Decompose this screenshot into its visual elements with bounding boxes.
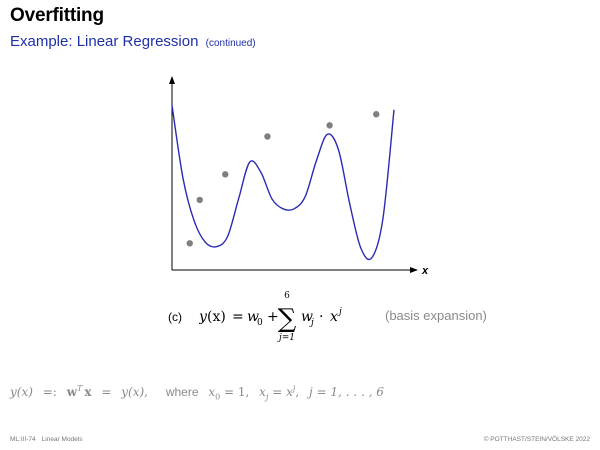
x-axis-arrow: [410, 267, 418, 273]
plot-axes: x: [169, 76, 429, 277]
eq-w0-sub: 0: [257, 318, 263, 328]
def-where: where: [165, 385, 199, 399]
data-point: [373, 111, 380, 118]
eq-cdot: ·: [319, 309, 323, 325]
def-cond2-val: = x: [268, 385, 293, 399]
eq-lhs-func: y: [199, 309, 208, 325]
def-cond2-sub: j: [265, 392, 269, 402]
eq-plus: +: [267, 309, 279, 325]
def-cond2-sup: j: [292, 384, 296, 393]
eq-xj: x: [330, 309, 338, 325]
def-lhs: y(x): [10, 385, 33, 399]
def-w: w: [66, 385, 78, 399]
slide-subtitle: Example: Linear Regression (continued): [10, 33, 256, 50]
y-axis-arrow: [169, 76, 175, 84]
def-cond1-val: = 1,: [220, 385, 250, 399]
data-point: [264, 133, 271, 140]
points-layer: [186, 111, 380, 247]
def-cond2-comma: ,: [295, 385, 300, 399]
footer-code: ML:III-74: [10, 436, 36, 443]
fitted-polynomial-curve: [171, 105, 395, 261]
def-rhs: y(x),: [121, 385, 148, 399]
subtitle-note: (continued): [205, 38, 256, 49]
def-cond2-x: x: [259, 385, 266, 399]
eq-sum-sign: ∑: [278, 304, 297, 334]
eq-lhs-arg: (x): [207, 309, 226, 325]
data-point: [326, 122, 333, 129]
def-w-sup: T: [77, 384, 83, 393]
equation-note: (basis expansion): [385, 308, 487, 323]
slide-title: Overfitting: [10, 5, 104, 26]
eq-xj-sup: j: [337, 307, 342, 317]
eq-w0: w: [247, 309, 259, 325]
equation-label: (c): [168, 310, 182, 324]
data-point: [222, 171, 229, 178]
footer-section: Linear Models: [41, 436, 83, 443]
vector-definition: y(x) =: wT x = y(x), where x0 = 1, xj = x…: [10, 384, 384, 401]
def-cond1-sub: 0: [215, 392, 221, 402]
eq-sum-upper: 6: [284, 291, 290, 301]
eq-wj-sub: j: [309, 318, 314, 328]
data-point: [196, 196, 203, 204]
footer-left: ML:III-74 Linear Models: [10, 436, 82, 443]
eq-sum-lower: j=1: [277, 333, 295, 343]
x-axis-label: x: [421, 265, 429, 277]
overfitting-plot: x: [169, 76, 429, 277]
def-cond1-x: x: [208, 385, 216, 399]
def-defeq: =:: [42, 385, 57, 399]
def-x: x: [84, 385, 92, 399]
eq-equals: =: [232, 309, 244, 325]
subtitle-text: Example: Linear Regression: [10, 33, 199, 50]
basis-expansion-equation: (c) y (x) = w 0 + 6 ∑ j=1 w j · x j (bas…: [168, 287, 508, 347]
footer-copyright: © POTTHAST/STEIN/VÖLSKE 2022: [483, 436, 590, 443]
curve-layer: [171, 105, 395, 261]
def-eq: =: [101, 385, 112, 399]
equation-formula: y (x) = w 0 + 6 ∑ j=1 w j · x j: [199, 291, 342, 343]
data-point: [186, 240, 193, 247]
def-cond3: j = 1, . . . , 6: [309, 385, 384, 399]
eq-wj: w: [301, 309, 313, 325]
